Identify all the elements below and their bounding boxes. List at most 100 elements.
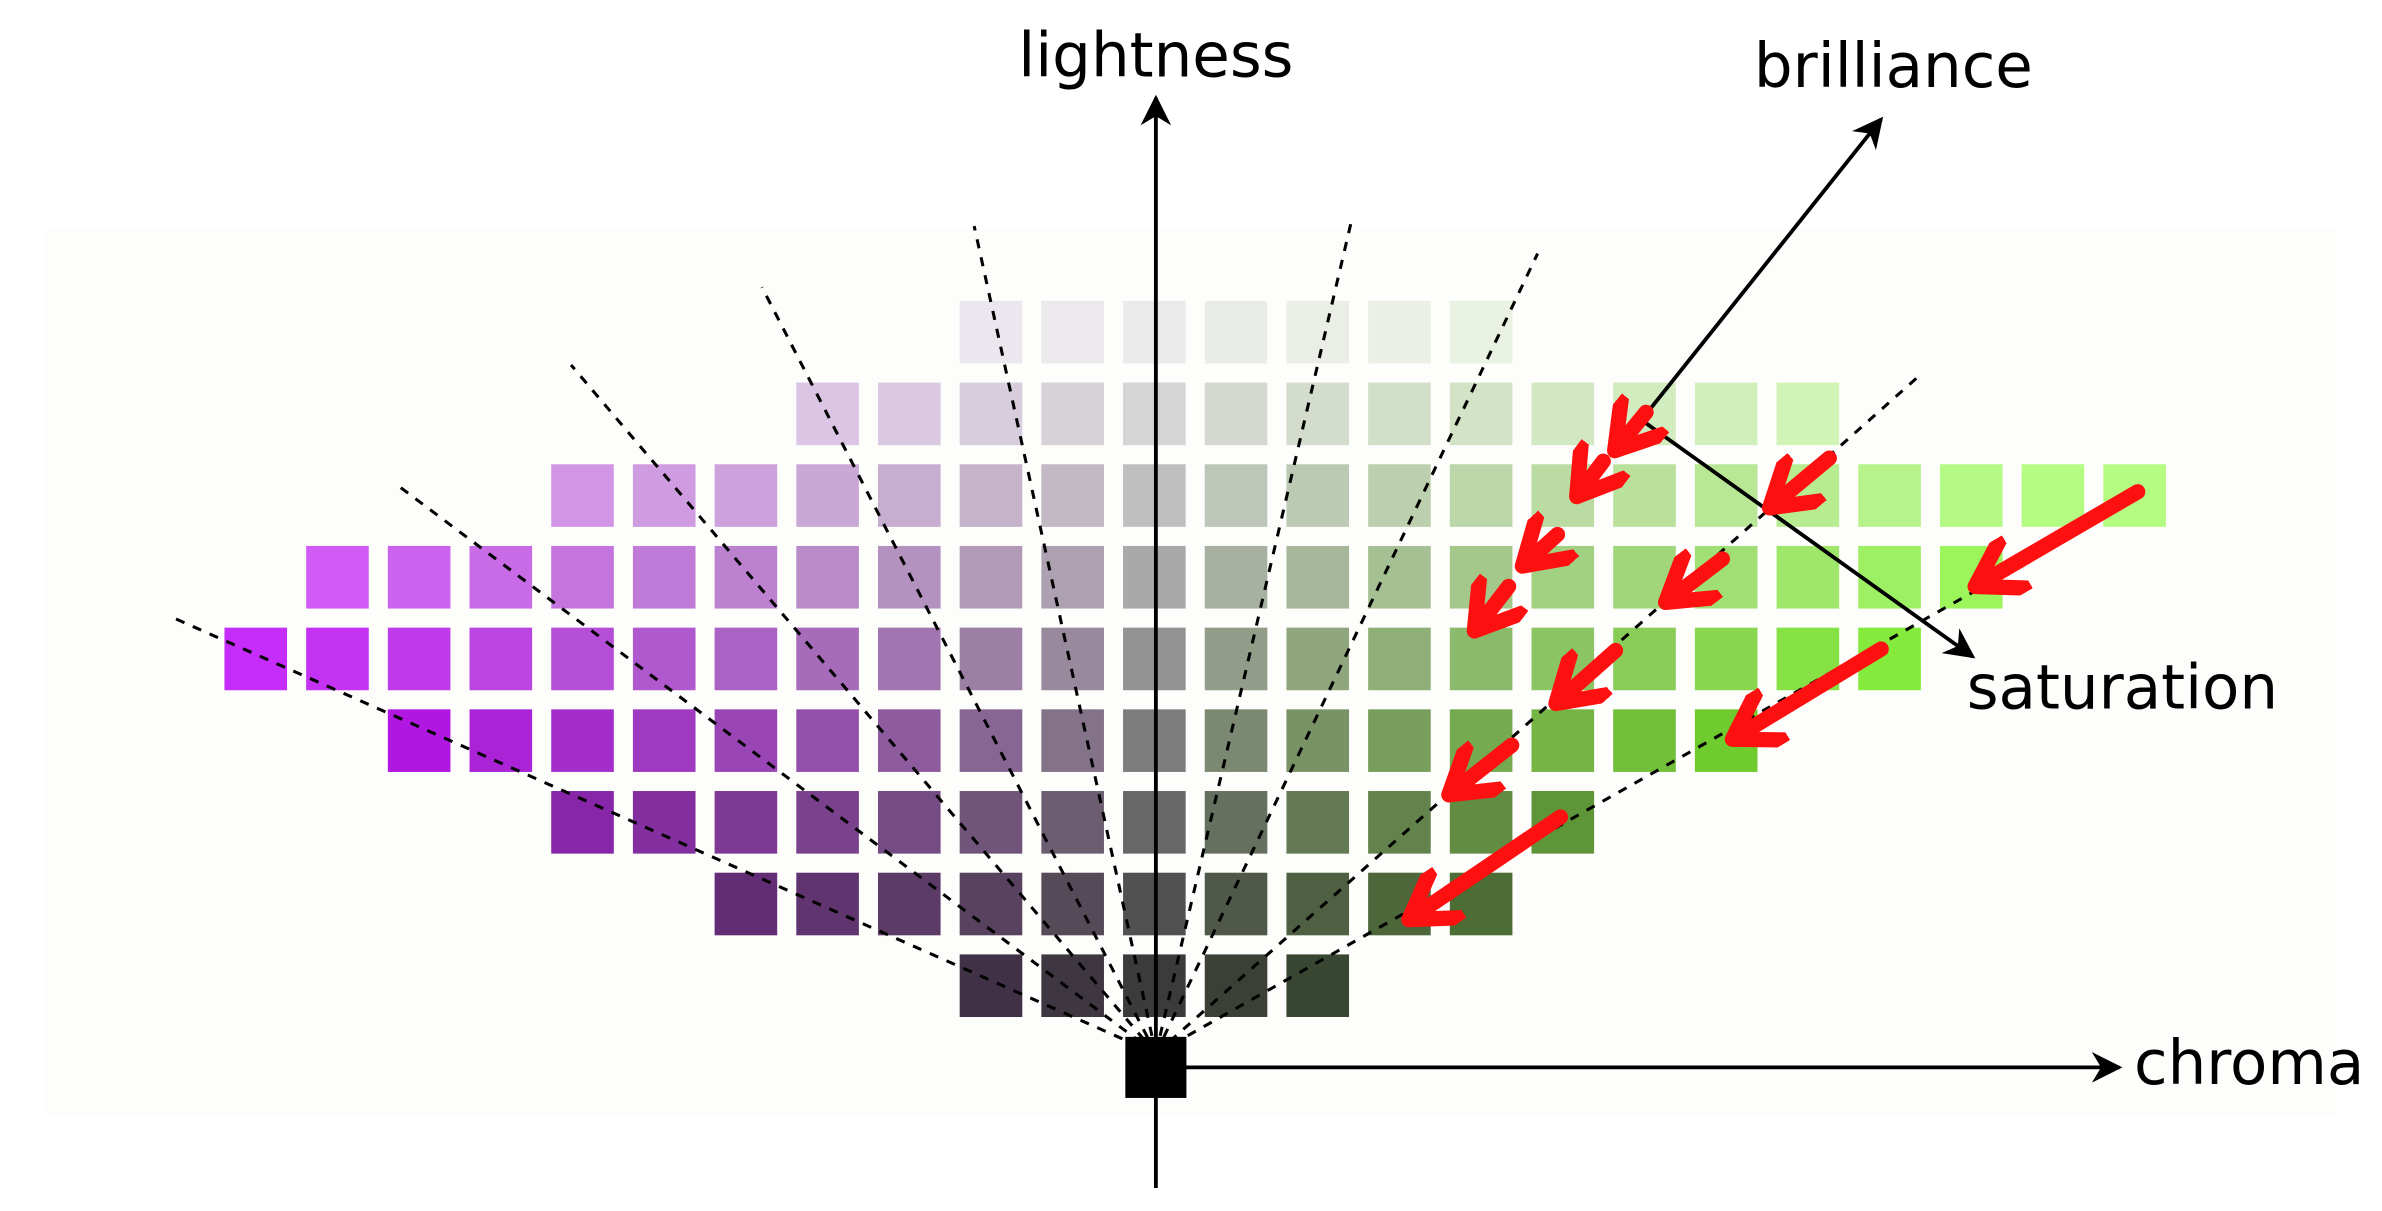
swatch (1449, 791, 1513, 854)
dashed-ray (760, 286, 1158, 1055)
red-arrow (1561, 642, 1624, 700)
dashed-ray (972, 225, 1158, 1054)
swatch (1286, 791, 1350, 854)
red-arrow (1414, 809, 1569, 916)
dashed-ray (167, 614, 1157, 1056)
swatch (387, 709, 451, 772)
swatch (1286, 464, 1350, 527)
swatch (224, 627, 288, 691)
dashed-ray (1154, 252, 1539, 1055)
chroma-label: chroma (2134, 1028, 2364, 1099)
color-grid (224, 300, 2166, 1018)
red-arrow (1738, 641, 1889, 736)
red-arrows (1414, 412, 2146, 916)
swatch (1858, 464, 1921, 527)
swatch (796, 791, 859, 854)
swatch (959, 954, 1023, 1018)
swatch (959, 464, 1023, 527)
swatch (1613, 709, 1676, 772)
swatch (959, 382, 1023, 446)
swatch (877, 791, 941, 854)
swatch (632, 709, 696, 772)
swatch (714, 709, 778, 772)
swatch (1041, 464, 1104, 527)
swatch (1286, 709, 1350, 772)
swatch (1286, 545, 1350, 609)
red-arrow (1670, 559, 1731, 599)
swatch (714, 791, 778, 854)
swatch (551, 627, 614, 691)
swatch (1368, 709, 1431, 772)
swatch (1368, 464, 1431, 527)
saturation-axis (1640, 418, 1976, 659)
red-arrow (1774, 450, 1837, 504)
red-arrow (1580, 461, 1603, 492)
swatch (632, 545, 696, 609)
swatch (1531, 382, 1595, 446)
swatch (959, 545, 1023, 609)
swatch (632, 627, 696, 691)
swatch (959, 709, 1023, 772)
swatch (1449, 382, 1513, 446)
swatch (714, 627, 778, 691)
swatch (1041, 627, 1104, 691)
swatch (796, 464, 859, 527)
swatch (1694, 627, 1758, 691)
swatch (1368, 545, 1431, 609)
red-arrow (1527, 534, 1558, 561)
swatch (1368, 791, 1431, 854)
swatch (1939, 464, 2003, 527)
dashed-ray (569, 364, 1158, 1055)
brilliance-axis (1639, 116, 1884, 422)
dashed-rays (167, 221, 2017, 1056)
swatch (1368, 382, 1431, 446)
swatch (877, 872, 941, 936)
swatch (1041, 300, 1104, 364)
swatch (1613, 464, 1676, 527)
red-arrow (1454, 737, 1520, 791)
swatch (2021, 464, 2085, 527)
swatch (1368, 300, 1431, 364)
swatch (959, 872, 1023, 936)
swatch (877, 382, 941, 446)
swatch (959, 627, 1023, 691)
swatch (1449, 300, 1513, 364)
swatch (387, 545, 451, 609)
swatch (551, 464, 614, 527)
swatch (1204, 627, 1268, 691)
swatch (551, 791, 614, 854)
swatch (1041, 545, 1104, 609)
swatch (877, 709, 941, 772)
swatch (877, 627, 941, 691)
swatch (1041, 709, 1104, 772)
swatch (877, 545, 941, 609)
swatch (1286, 954, 1350, 1018)
swatch (796, 627, 859, 691)
swatch (1204, 464, 1268, 527)
swatch (959, 300, 1023, 364)
swatch (551, 545, 614, 609)
swatch (1613, 627, 1676, 691)
swatch (1204, 545, 1268, 609)
swatch (1286, 300, 1350, 364)
swatch (551, 709, 614, 772)
swatch (714, 545, 778, 609)
swatch (1286, 627, 1350, 691)
red-arrow (1980, 484, 2146, 584)
swatch (1449, 464, 1513, 527)
red-arrow (1478, 586, 1509, 626)
swatch (1776, 382, 1840, 446)
swatch (714, 464, 778, 527)
swatch (1204, 300, 1268, 364)
swatch (796, 709, 859, 772)
swatch (1694, 382, 1758, 446)
brilliance-label: brilliance (1754, 31, 2033, 102)
swatch (1041, 872, 1104, 936)
swatch (714, 872, 778, 936)
dashed-ray (393, 481, 1157, 1055)
swatch (1286, 872, 1350, 936)
swatch (1449, 627, 1513, 691)
swatch (959, 791, 1023, 854)
swatch (1531, 709, 1595, 772)
